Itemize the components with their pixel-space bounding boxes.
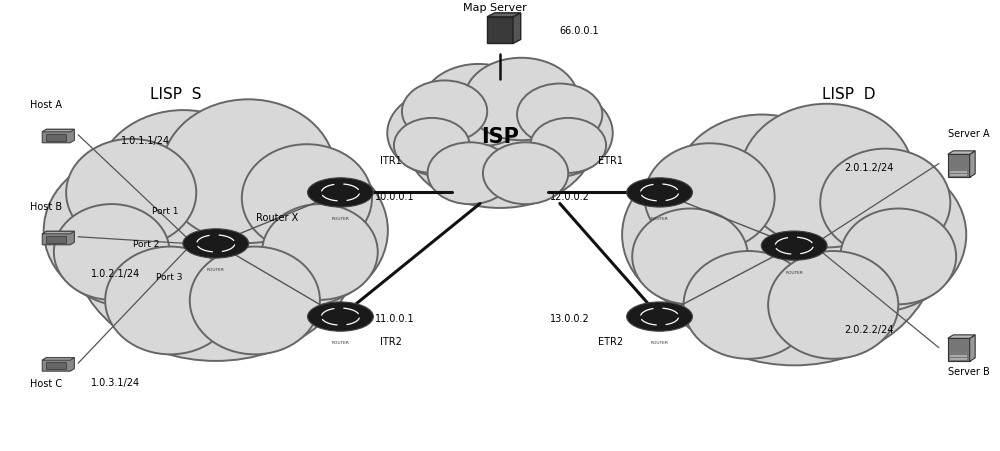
Text: ROUTER: ROUTER [785,271,803,275]
Ellipse shape [262,204,378,300]
Polygon shape [46,362,66,369]
Ellipse shape [464,58,578,140]
Text: 11.0.0.1: 11.0.0.1 [375,314,415,324]
Polygon shape [42,129,74,132]
Ellipse shape [308,178,373,207]
Polygon shape [950,175,967,176]
Ellipse shape [645,143,775,251]
Text: Host C: Host C [30,379,62,389]
Text: LISP  S: LISP S [150,87,202,102]
Text: Host A: Host A [30,101,62,110]
Ellipse shape [778,157,966,313]
Text: ROUTER: ROUTER [332,341,349,345]
Text: 1.0.1.1/24: 1.0.1.1/24 [121,136,170,147]
Text: Port 1: Port 1 [152,207,179,216]
Ellipse shape [483,143,568,204]
Ellipse shape [44,152,232,308]
Ellipse shape [840,208,956,304]
Ellipse shape [422,64,536,147]
Ellipse shape [675,115,848,258]
Text: ITR1: ITR1 [380,156,402,166]
Polygon shape [42,358,74,360]
Text: ROUTER: ROUTER [651,341,668,345]
Text: ITR2: ITR2 [380,336,402,346]
Text: ROUTER: ROUTER [651,217,668,221]
Polygon shape [42,231,74,234]
Ellipse shape [200,152,388,308]
Ellipse shape [162,99,335,243]
Text: Server B: Server B [948,367,990,377]
Polygon shape [970,151,975,177]
Text: ROUTER: ROUTER [207,268,225,272]
Text: 12.0.0.2: 12.0.0.2 [550,192,590,202]
Ellipse shape [387,88,510,178]
Text: Port 3: Port 3 [156,273,183,282]
Polygon shape [950,171,967,173]
Polygon shape [950,359,967,360]
Ellipse shape [71,121,360,361]
Ellipse shape [820,149,950,257]
Polygon shape [46,133,66,141]
Polygon shape [46,235,66,243]
Ellipse shape [632,208,748,304]
Ellipse shape [768,251,898,359]
Polygon shape [970,335,975,361]
Ellipse shape [96,110,270,254]
Ellipse shape [405,70,595,208]
Text: 1.0.2.1/24: 1.0.2.1/24 [91,269,140,280]
Polygon shape [950,355,967,357]
Ellipse shape [105,247,235,354]
Text: 2.0.2.2/24: 2.0.2.2/24 [844,325,894,335]
Ellipse shape [761,231,827,260]
Text: Router X: Router X [256,213,298,223]
Ellipse shape [622,157,810,313]
Ellipse shape [627,302,692,331]
Polygon shape [487,13,521,17]
Ellipse shape [517,83,602,145]
Text: ETR1: ETR1 [598,156,623,166]
Ellipse shape [402,80,487,143]
Text: ROUTER: ROUTER [332,217,349,221]
Ellipse shape [183,229,249,258]
Polygon shape [513,13,521,43]
Text: Map Server: Map Server [463,3,527,13]
Ellipse shape [684,251,814,359]
Polygon shape [948,338,970,361]
Ellipse shape [54,204,170,300]
Polygon shape [948,335,975,338]
Ellipse shape [627,178,692,207]
Text: Server A: Server A [948,129,990,139]
Ellipse shape [190,247,320,354]
Ellipse shape [530,118,606,173]
Text: Port 2: Port 2 [133,240,159,249]
Polygon shape [948,151,975,154]
Text: 2.0.1.2/24: 2.0.1.2/24 [845,163,894,173]
Text: ETR2: ETR2 [598,336,623,346]
Text: 1.0.3.1/24: 1.0.3.1/24 [91,378,140,388]
Text: LISP  D: LISP D [822,87,876,102]
Polygon shape [948,154,970,177]
Text: Host B: Host B [30,202,62,212]
Text: 66.0.0.1: 66.0.0.1 [560,26,599,36]
Ellipse shape [490,88,613,178]
Ellipse shape [308,302,373,331]
Polygon shape [42,358,74,371]
Polygon shape [487,17,513,43]
Ellipse shape [650,126,939,365]
Text: ISP: ISP [481,127,519,147]
Ellipse shape [242,144,372,252]
Ellipse shape [66,139,196,247]
Ellipse shape [428,143,513,204]
Text: 10.0.0.1: 10.0.0.1 [375,192,415,202]
Polygon shape [42,231,74,245]
Text: 13.0.0.2: 13.0.0.2 [550,314,590,324]
Polygon shape [42,129,74,143]
Ellipse shape [740,104,913,248]
Ellipse shape [394,118,470,173]
